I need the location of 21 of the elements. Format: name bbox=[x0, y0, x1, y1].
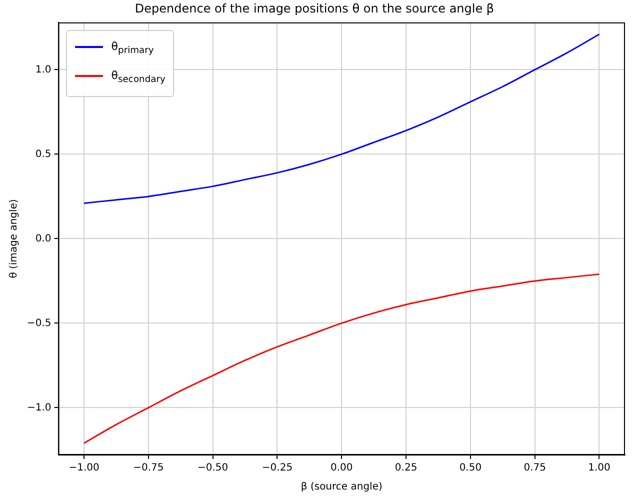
y-tick-label: 0.0 bbox=[35, 233, 52, 244]
x-tick-label: −1.00 bbox=[68, 462, 100, 474]
y-tick-label: −0.5 bbox=[26, 318, 52, 329]
x-tick-label: 1.00 bbox=[588, 462, 610, 474]
legend-label: θ$_{primary}$ bbox=[111, 40, 154, 57]
x-tick-label: 0.25 bbox=[394, 462, 418, 474]
x-tick-label: 0.75 bbox=[524, 462, 546, 474]
y-tick-label: −1.0 bbox=[26, 402, 52, 414]
y-tick-label: 0.5 bbox=[35, 148, 52, 160]
line-series bbox=[83, 273, 600, 444]
y-axis-title: θ (image angle) bbox=[8, 199, 20, 278]
legend-label: θ$_{secondary}$ bbox=[111, 68, 166, 85]
chart-title: Dependence of the image positions θ on the source angle β bbox=[134, 1, 494, 16]
line-series bbox=[83, 33, 600, 204]
x-axis-title: β (source angle) bbox=[300, 482, 382, 493]
x-tick-label: −0.25 bbox=[262, 462, 293, 474]
x-tick-label: −0.50 bbox=[198, 462, 228, 474]
y-tick-label: 1.0 bbox=[35, 64, 52, 76]
x-tick-label: 0.50 bbox=[459, 462, 482, 474]
x-tick-label: −0.75 bbox=[133, 462, 164, 474]
x-tick-label: 0.00 bbox=[330, 462, 353, 474]
